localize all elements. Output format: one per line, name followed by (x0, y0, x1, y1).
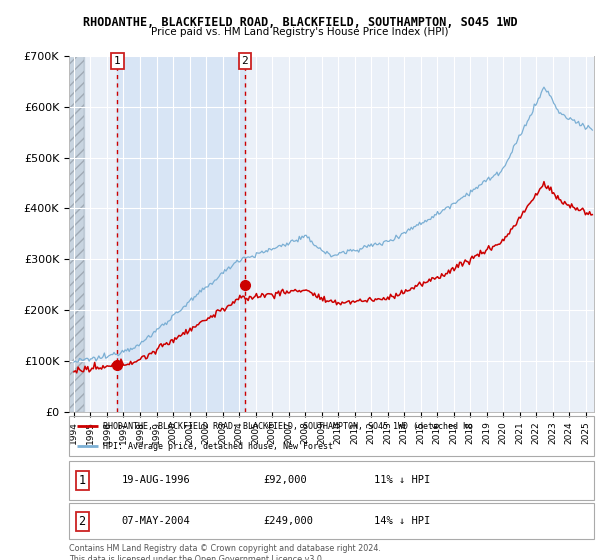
Text: Price paid vs. HM Land Registry's House Price Index (HPI): Price paid vs. HM Land Registry's House … (151, 27, 449, 37)
Bar (69, 56, 84, 412)
Text: 2: 2 (241, 56, 248, 66)
Text: 1: 1 (79, 474, 86, 487)
Bar (69, 56, 84, 412)
Bar (118, 56, 245, 412)
Text: 14% ↓ HPI: 14% ↓ HPI (373, 516, 430, 526)
Text: 2: 2 (79, 515, 86, 528)
Text: £249,000: £249,000 (263, 516, 313, 526)
Text: Contains HM Land Registry data © Crown copyright and database right 2024.
This d: Contains HM Land Registry data © Crown c… (69, 544, 381, 560)
Text: 07-MAY-2004: 07-MAY-2004 (121, 516, 190, 526)
Text: 11% ↓ HPI: 11% ↓ HPI (373, 475, 430, 486)
Text: RHODANTHE, BLACKFIELD ROAD, BLACKFIELD, SOUTHAMPTON, SO45 1WD: RHODANTHE, BLACKFIELD ROAD, BLACKFIELD, … (83, 16, 517, 29)
Text: HPI: Average price, detached house, New Forest: HPI: Average price, detached house, New … (103, 442, 333, 451)
Text: £92,000: £92,000 (263, 475, 307, 486)
Text: 1: 1 (114, 56, 121, 66)
Text: 19-AUG-1996: 19-AUG-1996 (121, 475, 190, 486)
Text: RHODANTHE, BLACKFIELD ROAD, BLACKFIELD, SOUTHAMPTON, SO45 1WD (detached ho: RHODANTHE, BLACKFIELD ROAD, BLACKFIELD, … (103, 422, 473, 431)
